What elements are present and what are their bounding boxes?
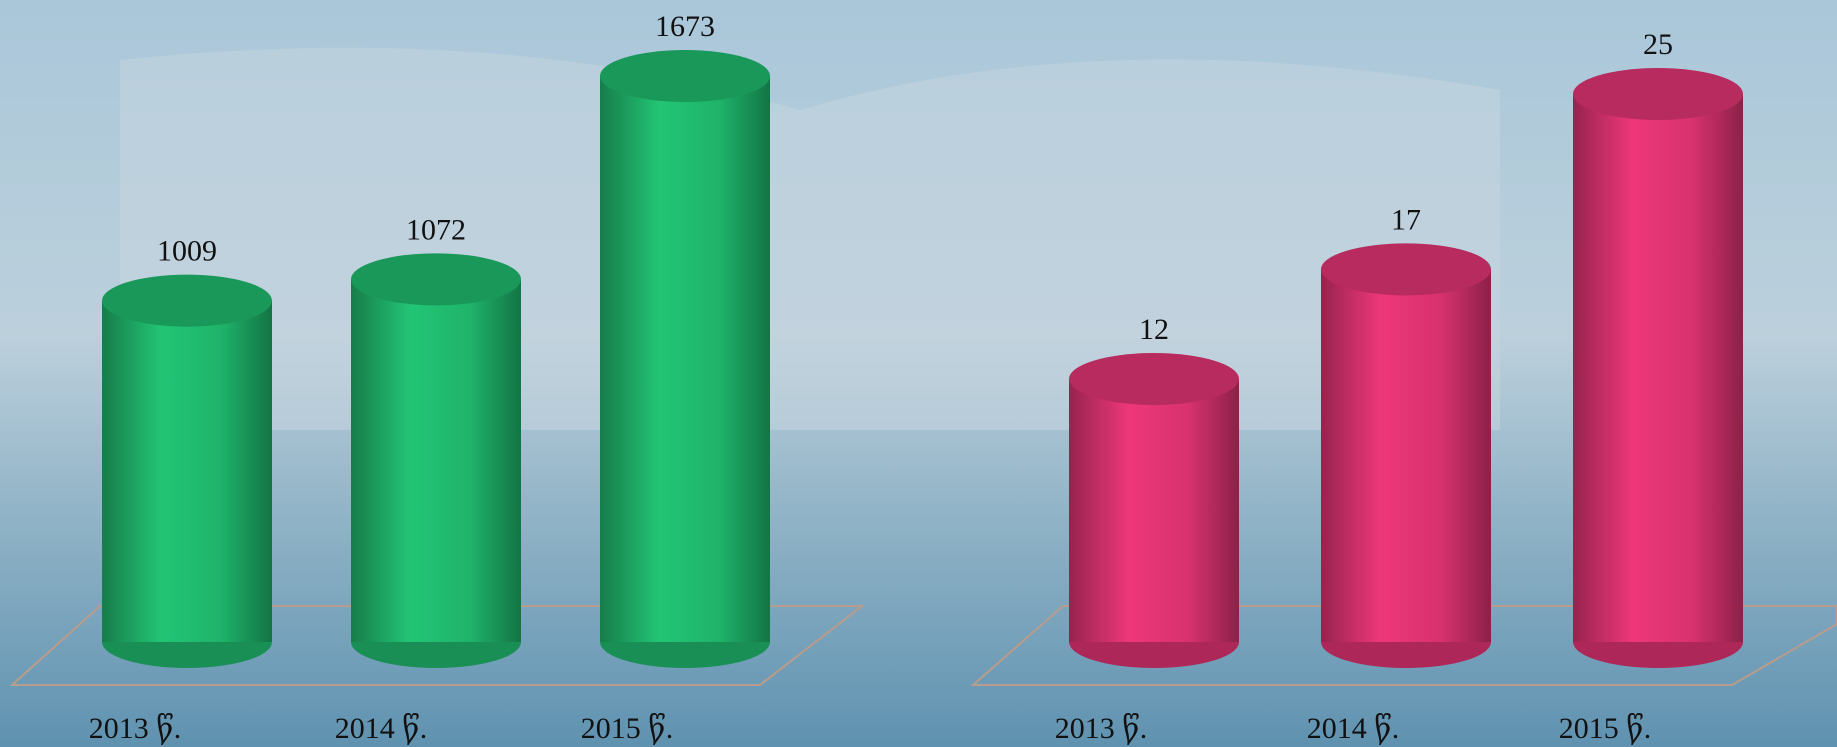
x-tick-label: 2013 წ. bbox=[1055, 712, 1147, 745]
data-label: 1072 bbox=[406, 213, 466, 246]
bar bbox=[600, 76, 770, 642]
data-label: 17 bbox=[1391, 203, 1421, 236]
page: 1009 2013 წ. 1072 2014 წ. 1673 2015 წ. 12 2013 … bbox=[0, 0, 1837, 747]
x-tick-label: 2015 წ. bbox=[1559, 712, 1651, 745]
data-label: 12 bbox=[1139, 313, 1169, 346]
x-tick-label: 2015 წ. bbox=[581, 712, 673, 745]
bar bbox=[1321, 269, 1491, 642]
chart: 1009 2013 წ. 1072 2014 წ. 1673 2015 წ. 12 2013 … bbox=[0, 0, 1837, 747]
cylinder-top bbox=[600, 50, 770, 102]
bar bbox=[102, 301, 272, 642]
cylinder-top bbox=[1321, 243, 1491, 295]
cylinder-top bbox=[1573, 68, 1743, 120]
cylinder-top bbox=[1069, 353, 1239, 405]
bar bbox=[1573, 94, 1743, 642]
x-tick-label: 2014 წ. bbox=[1307, 712, 1399, 745]
x-tick-label: 2013 წ. bbox=[89, 712, 181, 745]
data-label: 1009 bbox=[157, 235, 217, 268]
data-label: 1673 bbox=[655, 10, 715, 43]
data-label: 25 bbox=[1643, 28, 1673, 61]
x-tick-label: 2014 წ. bbox=[335, 712, 427, 745]
bar bbox=[1069, 379, 1239, 642]
bar bbox=[351, 279, 521, 642]
cylinder-top bbox=[351, 253, 521, 305]
cylinder-top bbox=[102, 275, 272, 327]
